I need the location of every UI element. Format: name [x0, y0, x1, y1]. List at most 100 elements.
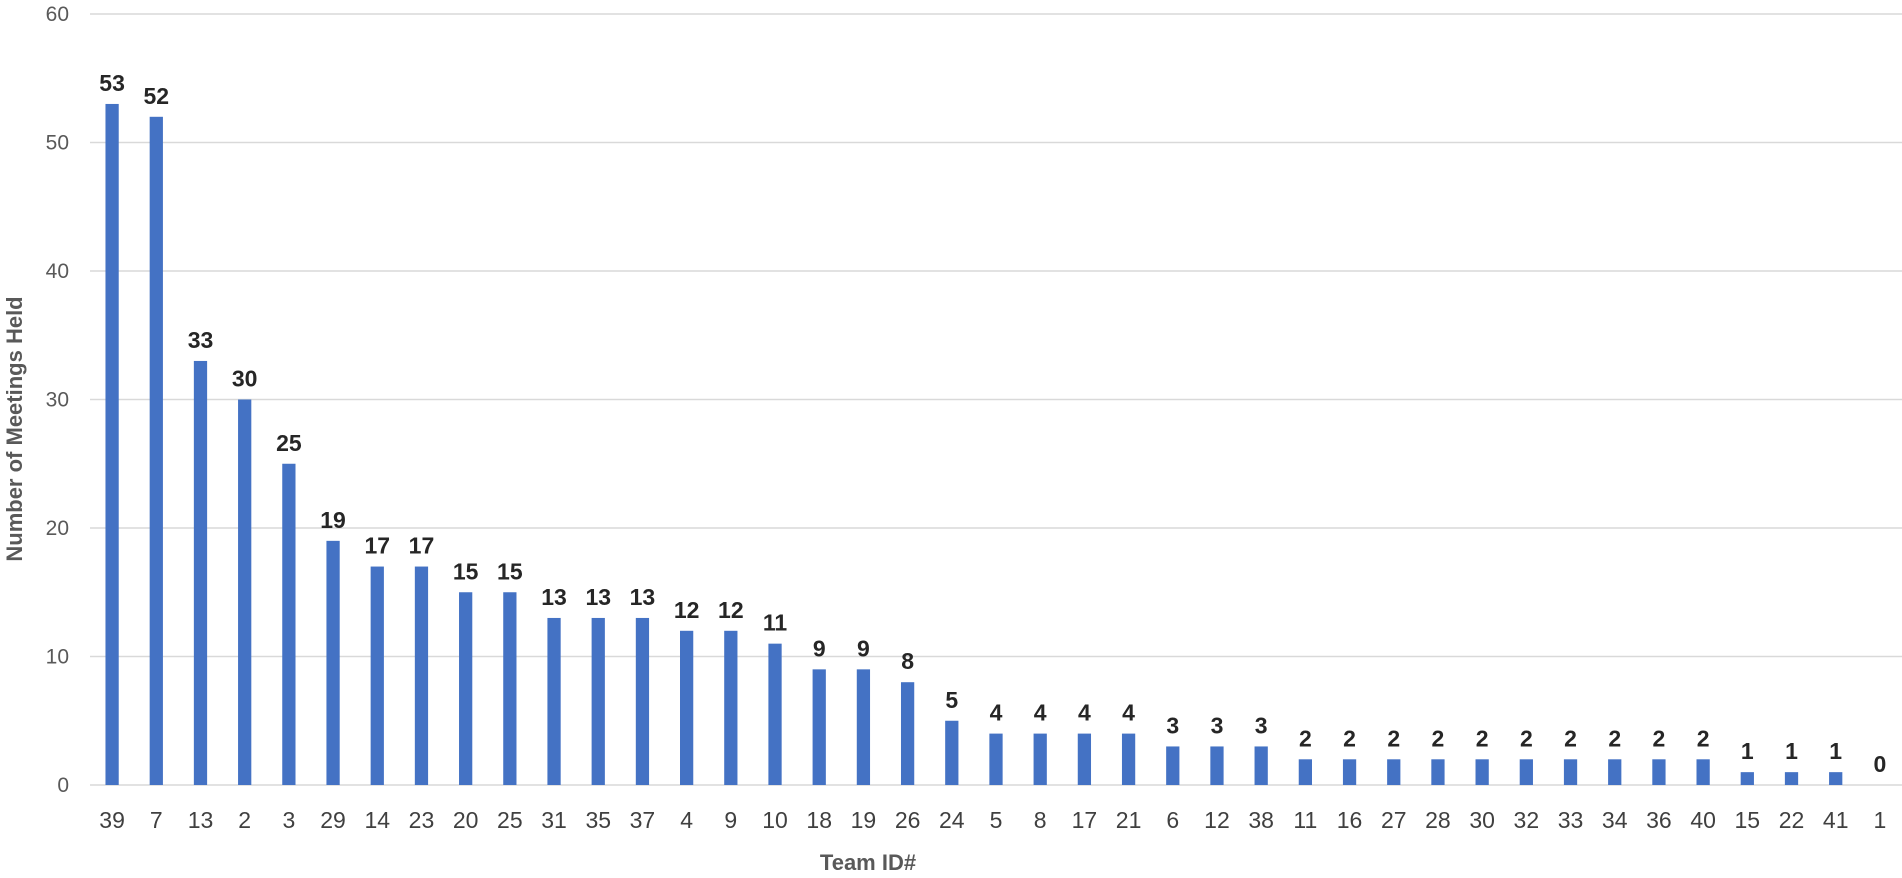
x-tick-label: 40: [1690, 807, 1716, 833]
y-tick-label: 40: [46, 260, 69, 283]
x-tick-label: 5: [990, 807, 1003, 833]
bar: [1740, 772, 1754, 785]
data-label: 2: [1608, 725, 1621, 751]
data-label: 30: [232, 366, 258, 392]
bar: [238, 399, 252, 785]
bar: [282, 463, 296, 785]
bar: [812, 669, 826, 785]
data-label: 4: [990, 700, 1003, 726]
x-tick-label: 18: [806, 807, 832, 833]
bar: [1652, 759, 1666, 785]
x-tick-label: 27: [1381, 807, 1407, 833]
x-tick-label: 7: [150, 807, 163, 833]
bar: [459, 592, 473, 785]
bar: [1784, 772, 1799, 785]
bar: [1387, 759, 1401, 785]
bar: [1210, 746, 1224, 785]
bar: [989, 733, 1003, 785]
bar: [1342, 759, 1357, 785]
x-tick-label: 11: [1293, 807, 1317, 833]
x-tick-label: 24: [939, 807, 965, 833]
x-tick-label: 35: [585, 807, 611, 833]
data-label: 25: [276, 430, 302, 456]
data-label: 2: [1520, 725, 1533, 751]
y-tick-label: 30: [46, 389, 69, 412]
x-tick-label: 28: [1425, 807, 1451, 833]
data-label: 2: [1387, 725, 1400, 751]
data-label: 19: [320, 507, 346, 533]
x-tick-label: 13: [188, 807, 214, 833]
data-label: 0: [1874, 751, 1887, 777]
data-label: 2: [1343, 725, 1356, 751]
y-axis-ticks: 0 10 20 30 40 50 60: [46, 3, 69, 797]
data-label: 13: [585, 584, 611, 610]
x-tick-label: 34: [1602, 807, 1628, 833]
x-tick-label: 16: [1337, 807, 1363, 833]
data-label: 2: [1299, 725, 1312, 751]
x-tick-label: 25: [497, 807, 523, 833]
data-label: 4: [1034, 700, 1047, 726]
bar: [1608, 759, 1622, 785]
bar: [856, 669, 871, 785]
x-tick-label: 15: [1735, 807, 1761, 833]
x-tick-label: 3: [282, 807, 295, 833]
y-tick-label: 10: [46, 646, 69, 669]
x-tick-label: 10: [762, 807, 788, 833]
data-label: 3: [1166, 712, 1179, 738]
data-label: 3: [1211, 712, 1224, 738]
bar: [900, 682, 915, 785]
x-tick-label: 12: [1204, 807, 1230, 833]
data-label: 52: [143, 83, 169, 109]
y-axis-title: Number of Meetings Held: [2, 296, 27, 561]
y-tick-label: 20: [46, 517, 69, 540]
x-tick-label: 41: [1823, 807, 1849, 833]
y-tick-label: 50: [46, 132, 69, 155]
x-tick-label: 26: [895, 807, 921, 833]
data-label: 17: [364, 533, 390, 559]
data-label: 1: [1829, 738, 1842, 764]
bar: [1298, 759, 1312, 785]
x-tick-label: 2: [238, 807, 251, 833]
bar: [591, 617, 605, 785]
data-label: 13: [541, 584, 567, 610]
data-label: 17: [409, 533, 435, 559]
bar: [503, 592, 517, 785]
x-tick-label: 8: [1034, 807, 1047, 833]
data-label: 33: [188, 327, 214, 353]
data-label: 4: [1078, 700, 1091, 726]
data-label: 11: [763, 610, 788, 636]
x-tick-label: 4: [680, 807, 693, 833]
bar: [724, 630, 738, 785]
x-tick-label: 33: [1558, 807, 1584, 833]
bar: [1033, 733, 1047, 785]
x-axis-title: Team ID#: [820, 850, 916, 875]
x-tick-label: 9: [724, 807, 737, 833]
data-label: 9: [857, 635, 870, 661]
bar: [1166, 746, 1180, 785]
bar: [1431, 759, 1445, 785]
x-tick-label: 6: [1166, 807, 1179, 833]
x-tick-label: 22: [1779, 807, 1805, 833]
x-tick-label: 29: [320, 807, 346, 833]
x-tick-label: 23: [409, 807, 435, 833]
x-tick-label: 38: [1248, 807, 1274, 833]
data-label: 12: [718, 597, 744, 623]
bar: [1696, 759, 1710, 785]
data-label: 15: [497, 558, 523, 584]
x-tick-label: 32: [1514, 807, 1540, 833]
bar: [1121, 733, 1136, 785]
bar: [768, 643, 782, 785]
data-label: 9: [813, 635, 826, 661]
bar: [945, 720, 959, 785]
bar: [680, 630, 694, 785]
bar: [1563, 759, 1578, 785]
bar: [105, 103, 119, 785]
bar: [1475, 759, 1489, 785]
y-tick-label: 0: [57, 774, 69, 797]
data-label: 1: [1741, 738, 1754, 764]
x-tick-label: 21: [1116, 807, 1142, 833]
x-tick-label: 37: [630, 807, 656, 833]
